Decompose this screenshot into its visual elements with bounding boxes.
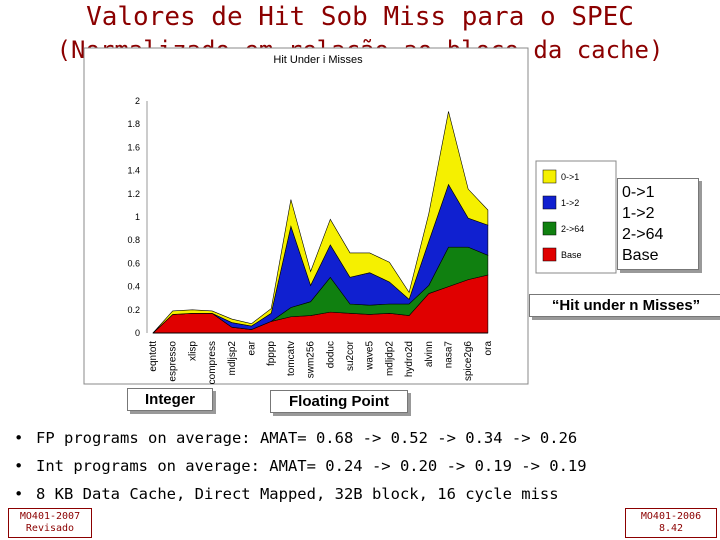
y-tick-label: 2 [135, 96, 140, 106]
footer-left-note: Revisado [25, 523, 75, 534]
bullet-list: FP programs on average: AMAT= 0.68 -> 0.… [14, 424, 587, 508]
inner-legend-swatch [542, 247, 557, 262]
footer-right-course: MO401-2006 [640, 511, 702, 522]
inner-legend-swatch [542, 195, 557, 210]
inner-legend-label: 0->1 [561, 172, 579, 182]
y-tick-label: 0.6 [127, 258, 140, 268]
inner-legend-swatch [542, 169, 557, 184]
legend: 0->1 1->2 2->64 Base [617, 178, 699, 270]
x-tick-label: nasa7 [444, 341, 455, 369]
x-tick-label: hydro2d [404, 341, 415, 377]
footer-right-page: 8.42 [658, 523, 684, 534]
bullet-fp: FP programs on average: AMAT= 0.68 -> 0.… [14, 424, 587, 452]
legend-label-1-2: 1->2 [622, 205, 655, 222]
y-tick-label: 1.8 [127, 119, 140, 129]
x-tick-label: wave5 [365, 341, 376, 371]
y-axis: 0 0.2 0.4 0.6 0.8 1 1.2 1.4 1.6 1.8 2 [127, 96, 148, 338]
x-tick-label: fpppp [266, 341, 277, 366]
legend-label-base: Base [622, 247, 659, 264]
x-tick-label: spice2g6 [463, 341, 474, 381]
x-tick-label: doduc [325, 341, 336, 368]
x-tick-label: ora [483, 341, 494, 356]
footer-left-course: MO401-2007 [19, 511, 81, 522]
legend-label-0-1: 0->1 [622, 184, 655, 201]
footer-left: MO401-2007 Revisado [8, 508, 92, 538]
x-tick-label: mdljdp2 [384, 341, 395, 376]
inner-legend-label: 1->2 [561, 198, 579, 208]
area-series [152, 111, 489, 334]
footer-right: MO401-2006 8.42 [625, 508, 717, 538]
inner-legend: 0->1 1->2 2->64 Base [535, 160, 617, 274]
x-tick-label: tomcatv [286, 341, 297, 376]
inner-legend-label: Base [561, 250, 582, 260]
x-tick-label: su2cor [345, 340, 356, 371]
x-tick-label: swm256 [306, 341, 317, 379]
floating-point-callout: Floating Point [270, 390, 408, 413]
y-tick-label: 0.8 [127, 235, 140, 245]
y-tick-label: 1.2 [127, 189, 140, 199]
bullet-cache: 8 KB Data Cache, Direct Mapped, 32B bloc… [14, 480, 587, 508]
x-tick-label: alvinn [424, 341, 435, 367]
y-tick-label: 0.2 [127, 305, 140, 315]
x-tick-label: compress [207, 341, 218, 384]
x-tick-label: ear [247, 340, 258, 355]
integer-callout: Integer [127, 388, 213, 411]
x-tick-label: espresso [168, 341, 179, 382]
x-tick-label: mdljsp2 [227, 341, 238, 376]
x-tick-label: xlisp [187, 341, 198, 361]
y-tick-label: 0 [135, 328, 140, 338]
x-axis: eqntott espresso xlisp compress mdljsp2 ear fp… [148, 340, 494, 384]
y-tick-label: 1.6 [127, 142, 140, 152]
hit-under-callout: “Hit under n Misses” [529, 294, 720, 317]
y-tick-label: 1 [135, 212, 140, 222]
inner-legend-label: 2->64 [561, 224, 584, 234]
slide-title: Valores de Hit Sob Miss para o SPEC [86, 2, 634, 32]
bullet-int: Int programs on average: AMAT= 0.24 -> 0… [14, 452, 587, 480]
area-01 [152, 111, 489, 334]
y-tick-label: 0.4 [127, 282, 140, 292]
chart-title: Hit Under i Misses [273, 54, 363, 66]
y-tick-label: 1.4 [127, 166, 140, 176]
inner-legend-swatch [542, 221, 557, 236]
x-tick-label: eqntott [148, 341, 159, 372]
legend-label-2-64: 2->64 [622, 226, 664, 243]
